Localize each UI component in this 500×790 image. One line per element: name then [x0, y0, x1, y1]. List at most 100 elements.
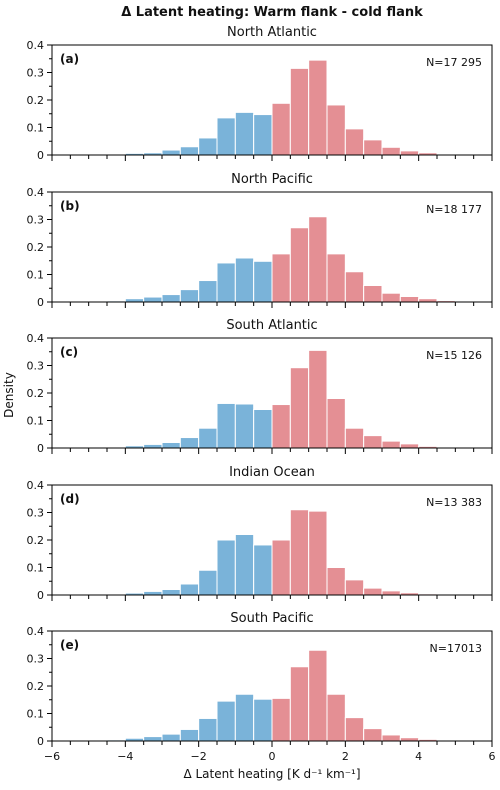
- panel-letter: (c): [60, 345, 78, 359]
- y-tick-label: 0.1: [27, 122, 45, 135]
- histogram-bar: [234, 257, 255, 303]
- histogram-bar: [143, 590, 163, 596]
- sample-count: N=13 383: [426, 496, 482, 509]
- x-axis-label: Δ Latent heating [K d⁻¹ km⁻¹]: [183, 767, 360, 781]
- panel-e: South Pacific 0 0.1 0.2 0.3 0.4 (e) N=17013 −6 −4…: [27, 611, 496, 763]
- x-tick-label: −4: [117, 750, 133, 763]
- histogram-bar: [198, 569, 218, 596]
- panel-c: South Atlantic 0 0.1 0.2 0.3 0.4 (c) N=15 126: [27, 318, 493, 455]
- panel-a: North Atlantic 0 0.1 0.2 0.3 0.4 (a) N=17 295: [27, 25, 493, 162]
- histogram-bar: [326, 398, 346, 449]
- histogram-bar: [143, 296, 163, 303]
- panel-b: North Pacific 0 0.1 0.2 0.3 0.4 (b) N=18 177: [27, 172, 493, 309]
- panel-title: North Pacific: [231, 172, 313, 187]
- histogram-bar: [216, 262, 236, 303]
- histogram-bar: [399, 150, 420, 156]
- sample-count: N=17 295: [426, 56, 482, 69]
- histogram-bar: [161, 589, 181, 596]
- histogram-bar: [381, 440, 401, 449]
- sample-count: N=18 177: [426, 203, 482, 216]
- y-tick-label: 0.2: [27, 387, 45, 400]
- histogram-bar: [179, 437, 200, 449]
- histogram-bar: [363, 285, 383, 303]
- y-tick-label: 0: [37, 296, 44, 309]
- histogram-bar: [344, 717, 365, 742]
- histogram-bar: [234, 403, 255, 449]
- histogram-bar: [289, 666, 310, 742]
- y-tick-label: 0.4: [27, 479, 45, 492]
- y-tick-label: 0: [37, 442, 44, 455]
- y-tick-label: 0.2: [27, 241, 45, 254]
- histogram-bar: [234, 693, 255, 742]
- y-tick-label: 0.3: [27, 67, 45, 80]
- histogram-bar: [161, 149, 181, 156]
- histogram-bar: [381, 292, 401, 303]
- histogram-bar: [381, 146, 401, 156]
- x-tick-label: −2: [191, 750, 207, 763]
- histogram-bar: [253, 698, 273, 742]
- panel-title: North Atlantic: [227, 25, 317, 40]
- y-tick-label: 0.1: [27, 269, 45, 282]
- histogram-bar: [308, 216, 328, 303]
- histogram-bar: [253, 409, 273, 449]
- y-tick-label: 0.2: [27, 534, 45, 547]
- histogram-bar: [216, 117, 236, 156]
- y-tick-label: 0.1: [27, 415, 45, 428]
- histogram-bar: [289, 227, 310, 303]
- x-tick-label: 6: [489, 750, 496, 763]
- histogram-bar: [161, 442, 181, 449]
- y-tick-label: 0.4: [27, 186, 45, 199]
- y-tick-label: 0.1: [27, 562, 45, 575]
- histogram-bar: [143, 443, 163, 449]
- histogram-bar: [253, 260, 273, 303]
- y-tick-label: 0.3: [27, 360, 45, 373]
- histogram-bar: [198, 427, 218, 449]
- histogram-bar: [271, 539, 291, 596]
- histogram-bar: [363, 435, 383, 449]
- histogram-bar: [308, 510, 328, 596]
- y-tick-label: 0.1: [27, 708, 45, 721]
- y-tick-label: 0.4: [27, 332, 45, 345]
- panel-letter: (e): [60, 638, 79, 652]
- panel-letter: (d): [60, 492, 80, 506]
- histogram-bar: [308, 59, 328, 156]
- panel-letter: (a): [60, 52, 79, 66]
- histogram-bar: [399, 296, 420, 303]
- y-tick-label: 0.3: [27, 653, 45, 666]
- histogram-bar: [381, 590, 401, 596]
- x-tick-label: 4: [415, 750, 422, 763]
- panel-d: Indian Ocean 0 0.1 0.2 0.3 0.4 (d) N=13 383: [27, 465, 493, 602]
- sample-count: N=15 126: [426, 349, 482, 362]
- histogram-bar: [289, 67, 310, 156]
- x-tick-label: 2: [342, 750, 349, 763]
- histogram-bar: [363, 139, 383, 156]
- x-tick-label: 0: [269, 750, 276, 763]
- histogram-bar: [271, 697, 291, 742]
- panel-letter: (b): [60, 199, 80, 213]
- histogram-bar: [198, 717, 218, 742]
- histogram-bar: [344, 579, 365, 596]
- histogram-bar: [308, 349, 328, 449]
- histogram-bar: [198, 280, 218, 303]
- histogram-bar: [344, 128, 365, 156]
- histogram-bar: [198, 137, 218, 156]
- histogram-bar: [326, 693, 346, 742]
- histogram-bar: [271, 102, 291, 156]
- figure-title: Δ Latent heating: Warm flank - cold flan…: [121, 5, 423, 20]
- histogram-bar: [179, 289, 200, 303]
- y-tick-label: 0: [37, 735, 44, 748]
- histogram-bar: [326, 104, 346, 156]
- histogram-bar: [253, 114, 273, 156]
- histogram-bar: [344, 271, 365, 303]
- histogram-bar: [234, 534, 255, 596]
- histogram-bar: [308, 649, 328, 742]
- y-tick-label: 0.2: [27, 680, 45, 693]
- histogram-bar: [399, 443, 420, 449]
- y-tick-label: 0.4: [27, 625, 45, 638]
- x-tick-label: −6: [44, 750, 60, 763]
- histogram-bar: [161, 733, 181, 742]
- histogram-bar: [216, 539, 236, 596]
- histogram-bar: [326, 567, 346, 596]
- y-tick-label: 0: [37, 149, 44, 162]
